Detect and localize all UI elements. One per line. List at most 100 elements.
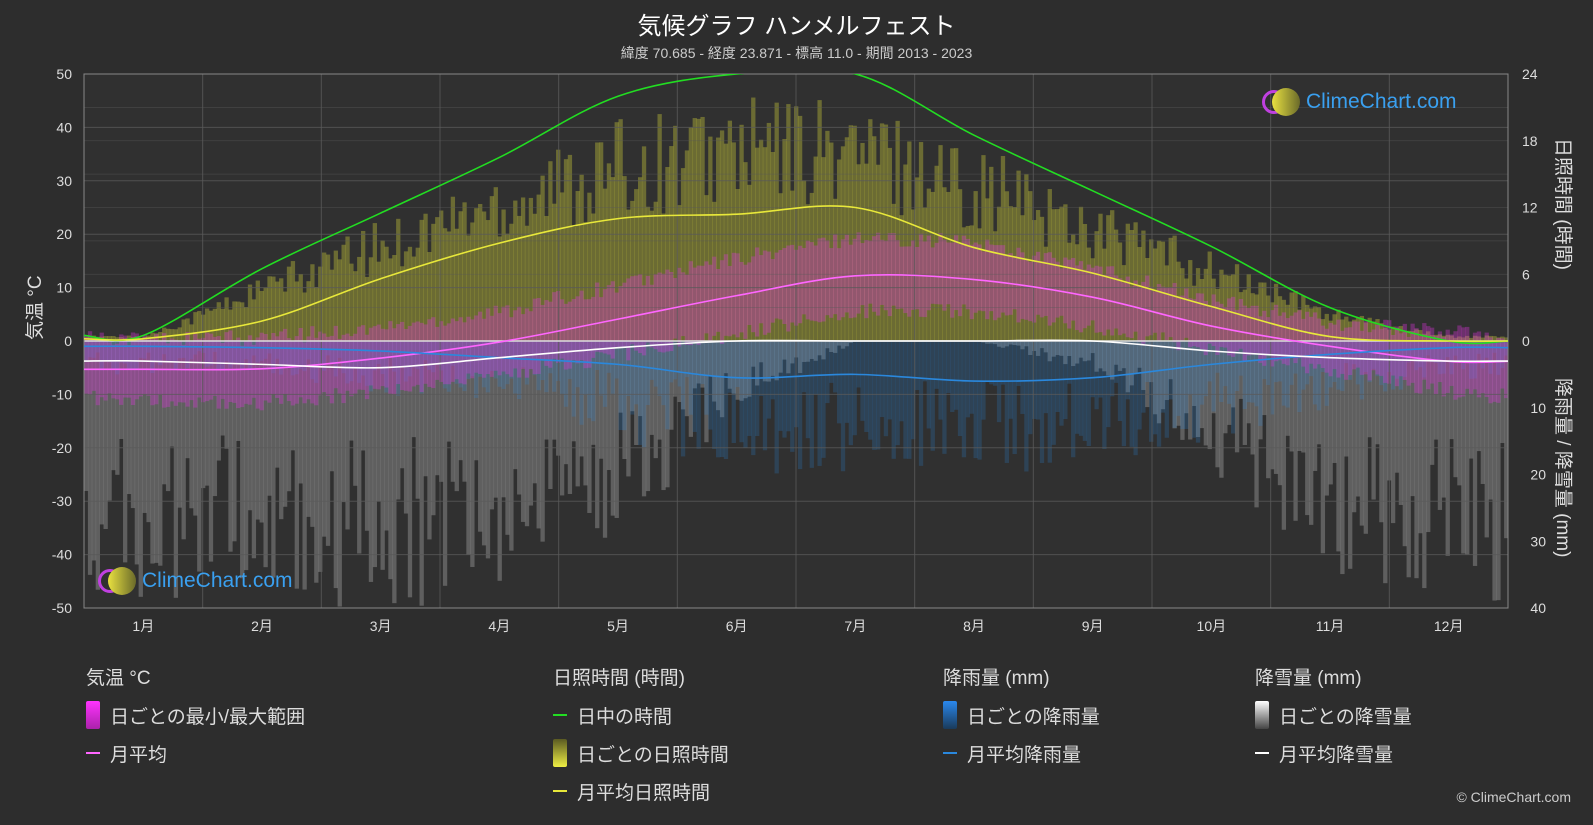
daily-rain-bar xyxy=(321,341,327,371)
daily-rain-bar xyxy=(111,341,116,370)
daily-temp-range-bar xyxy=(357,326,362,390)
y-axis-label-temperature: 気温 °C xyxy=(25,275,46,340)
daily-snow-bar xyxy=(563,341,569,465)
daily-snow-bar xyxy=(1468,341,1474,459)
daily-sunshine-bar xyxy=(1207,251,1212,341)
daily-sunshine-bar xyxy=(1394,327,1400,341)
legend-swatch xyxy=(86,752,100,754)
daily-snow-bar xyxy=(181,341,186,540)
daily-temp-range-bar xyxy=(903,246,908,314)
daily-temp-range-bar xyxy=(1449,334,1454,386)
daily-temp-range-bar xyxy=(595,282,600,352)
daily-sunshine-bar xyxy=(1305,304,1310,341)
daily-sunshine-bar xyxy=(497,236,502,341)
daily-snow-bar xyxy=(836,341,842,346)
daily-snow-bar xyxy=(844,341,850,347)
daily-rain-bar xyxy=(497,341,502,387)
daily-snow-bar xyxy=(833,341,838,353)
daily-sunshine-bar xyxy=(786,104,791,341)
daily-sunshine-bar xyxy=(524,225,530,341)
daily-snow-bar xyxy=(817,341,822,356)
daily-snow-bar xyxy=(1344,341,1349,457)
daily-temp-range-bar xyxy=(1238,299,1244,349)
daily-temp-range-bar xyxy=(84,336,89,394)
daily-rain-bar xyxy=(688,341,694,415)
daily-temp-range-bar xyxy=(1320,325,1326,369)
daily-sunshine-bar xyxy=(641,146,647,341)
daily-sunshine-bar xyxy=(1113,229,1119,341)
daily-temp-range-bar xyxy=(1168,287,1173,338)
daily-snow-bar xyxy=(696,341,701,384)
daily-temp-range-bar xyxy=(481,318,487,378)
daily-rain-bar xyxy=(329,341,335,364)
daily-rain-bar xyxy=(833,341,838,393)
daily-rain-bar xyxy=(985,341,990,383)
daily-sunshine-bar xyxy=(883,124,889,341)
daily-rain-bar xyxy=(891,341,896,459)
daily-rain-bar xyxy=(544,341,549,393)
daily-snow-bar xyxy=(739,341,744,401)
daily-snow-bar xyxy=(204,341,210,486)
daily-sunshine-bar xyxy=(520,197,526,341)
daily-sunshine-bar xyxy=(419,219,424,341)
daily-rain-bar xyxy=(1258,341,1263,426)
daily-sunshine-bar xyxy=(712,201,717,341)
x-tick-label: 3月 xyxy=(370,618,392,634)
daily-sunshine-bar xyxy=(1055,209,1060,341)
daily-rain-bar xyxy=(1160,341,1166,413)
daily-rain-bar xyxy=(914,341,920,391)
daily-sunshine-bar xyxy=(595,142,600,341)
daily-temp-range-bar xyxy=(1297,310,1302,359)
daily-rain-bar xyxy=(1094,341,1099,410)
daily-temp-range-bar xyxy=(306,336,311,400)
daily-rain-bar xyxy=(817,341,822,466)
daily-sunshine-bar xyxy=(1492,336,1497,341)
daily-temp-range-bar xyxy=(688,261,694,346)
daily-snow-bar xyxy=(314,341,319,583)
daily-rain-bar xyxy=(513,341,518,394)
daily-temp-range-bar xyxy=(204,332,210,402)
daily-temp-range-bar xyxy=(341,334,346,404)
daily-temp-range-bar xyxy=(115,343,120,400)
daily-rain-bar xyxy=(907,341,912,459)
daily-temp-range-bar xyxy=(162,333,167,408)
daily-snow-bar xyxy=(1246,341,1251,424)
daily-sunshine-bar xyxy=(411,256,417,341)
daily-temp-range-bar xyxy=(641,285,647,356)
daily-snow-bar xyxy=(1375,341,1380,445)
x-tick-label: 11月 xyxy=(1316,618,1345,634)
daily-snow-bar xyxy=(712,341,717,402)
daily-rain-bar xyxy=(427,341,432,370)
daily-snow-bar xyxy=(103,341,108,530)
daily-sunshine-bar xyxy=(844,137,850,341)
daily-rain-bar xyxy=(275,341,280,359)
daily-temp-range-bar xyxy=(1223,306,1228,348)
daily-rain-bar xyxy=(1098,341,1103,398)
daily-rain-bar xyxy=(1309,341,1314,377)
daily-snow-bar xyxy=(177,341,182,508)
daily-sunshine-bar xyxy=(384,246,389,341)
daily-rain-bar xyxy=(805,341,811,439)
daily-snow-bar xyxy=(150,341,155,564)
daily-sunshine-bar xyxy=(353,271,358,341)
daily-sunshine-bar xyxy=(107,336,112,341)
daily-sunshine-bar xyxy=(680,168,686,341)
daily-temp-range-bar xyxy=(99,332,104,398)
daily-sunshine-bar xyxy=(388,258,393,341)
daily-temp-range-bar xyxy=(286,338,292,402)
daily-sunshine-bar xyxy=(903,164,908,341)
daily-rain-bar xyxy=(1028,341,1033,435)
daily-temp-range-bar xyxy=(1258,316,1263,363)
daily-rain-bar xyxy=(1254,341,1259,407)
daily-rain-bar xyxy=(622,341,627,431)
daily-snow-bar xyxy=(364,341,370,531)
legend-title: 気温 °C xyxy=(86,668,151,689)
daily-snow-bar xyxy=(345,341,350,530)
daily-sunshine-bar xyxy=(950,148,955,341)
daily-temp-range-bar xyxy=(1270,310,1275,367)
logo-top-right: ClimeChart.com xyxy=(1262,88,1457,116)
daily-temp-range-bar xyxy=(700,265,705,341)
daily-snow-bar xyxy=(848,341,853,343)
daily-snow-bar xyxy=(1324,341,1329,496)
daily-rain-bar xyxy=(797,341,803,470)
